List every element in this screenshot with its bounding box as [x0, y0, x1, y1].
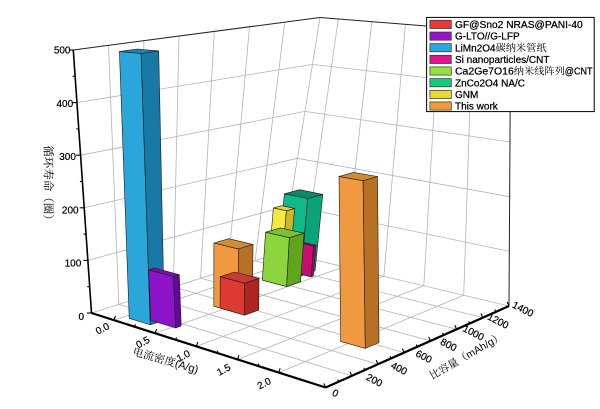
svg-text:300: 300: [59, 152, 76, 163]
svg-text:G-LTO//G-LFP: G-LTO//G-LFP: [455, 32, 520, 43]
svg-text:500: 500: [54, 46, 71, 57]
svg-text:@CNT: @CNT: [565, 67, 593, 78]
svg-text:Si nanoparticles/CNT: Si nanoparticles/CNT: [455, 55, 549, 66]
svg-text:GF@Sno2 NRAS@PANI-40: GF@Sno2 NRAS@PANI-40: [455, 20, 583, 31]
svg-text:400: 400: [57, 99, 74, 110]
svg-text:This work: This work: [455, 102, 499, 113]
svg-text:0: 0: [330, 388, 340, 401]
svg-text:100: 100: [65, 259, 82, 270]
svg-text:200: 200: [62, 205, 79, 216]
svg-text:ZnCo2O4 NA/C: ZnCo2O4 NA/C: [455, 78, 525, 89]
svg-text:GNM: GNM: [455, 90, 478, 101]
svg-text:Ca2Ge7O16: Ca2Ge7O16: [455, 67, 514, 78]
svg-text:0: 0: [78, 312, 84, 323]
svg-text:LiMn2O4: LiMn2O4: [455, 43, 496, 54]
